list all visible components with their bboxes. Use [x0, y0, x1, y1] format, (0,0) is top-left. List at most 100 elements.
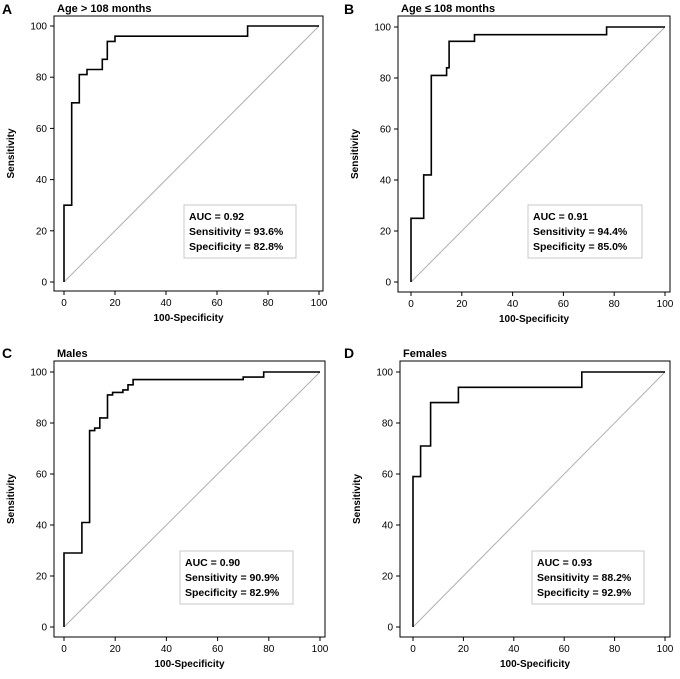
panel-letter: A: [2, 1, 12, 17]
specificity-value: Specificity = 92.9%: [537, 587, 632, 599]
roc-curve: [63, 371, 320, 627]
y-tick-label: 60: [36, 124, 48, 135]
plot-frame: [397, 15, 671, 293]
x-tick-label: 40: [161, 644, 173, 655]
y-tick-label: 40: [36, 521, 48, 532]
y-tick-label: 60: [380, 125, 392, 136]
roc-curve: [412, 371, 665, 627]
y-tick-label: 80: [36, 419, 48, 430]
stats-box: AUC = 0.91 Sensitivity = 94.4% Specificity…: [527, 204, 643, 259]
stats-box: AUC = 0.93 Sensitivity = 88.2% Specificity…: [531, 550, 645, 605]
x-tick-label: 20: [109, 298, 121, 309]
x-axis-label: 100-Specificity: [154, 659, 224, 670]
x-tick-label: 80: [609, 299, 621, 310]
y-tick-label: 0: [385, 278, 391, 289]
plot-frame: [53, 15, 324, 292]
sensitivity-value: Sensitivity = 88.2%: [537, 572, 632, 584]
y-tick-label: 40: [380, 176, 392, 187]
specificity-value: Specificity = 85.0%: [533, 241, 628, 253]
y-tick-label: 80: [382, 419, 394, 430]
x-tick-label: 60: [559, 644, 571, 655]
x-tick-label: 20: [110, 644, 122, 655]
x-tick-label: 80: [263, 644, 275, 655]
plot-frame: [53, 360, 326, 638]
roc-curve: [410, 26, 665, 282]
y-tick-label: 60: [36, 470, 48, 481]
x-axis-label: 100-Specificity: [153, 313, 223, 324]
stats-box-frame: [179, 550, 294, 605]
auc-value: AUC = 0.91: [533, 211, 588, 223]
x-tick-label: 40: [508, 644, 520, 655]
x-tick-label: 80: [262, 298, 274, 309]
specificity-value: Specificity = 82.9%: [185, 587, 280, 599]
sensitivity-value: Sensitivity = 94.4%: [533, 226, 628, 238]
stats-box-frame: [527, 204, 643, 259]
x-tick-label: 100: [657, 644, 674, 655]
roc-curve: [63, 25, 319, 282]
reference-diagonal: [412, 371, 666, 628]
auc-value: AUC = 0.92: [189, 211, 244, 223]
x-tick-label: 80: [609, 644, 621, 655]
panel-letter: C: [2, 345, 12, 361]
panel-title: Females: [403, 348, 447, 360]
x-tick-label: 100: [312, 644, 329, 655]
y-tick-label: 0: [41, 278, 47, 289]
stats-box-frame: [183, 204, 297, 259]
y-tick-label: 40: [36, 175, 48, 186]
y-axis-label: Sensitivity: [6, 474, 17, 524]
reference-diagonal: [63, 371, 321, 628]
roc-panel-d: D Females 0 0 20 20 40 40 60 60 80 80 100 100 100-Spec…: [344, 345, 674, 670]
x-tick-label: 60: [558, 299, 570, 310]
x-tick-label: 0: [61, 298, 67, 309]
plot-frame: [399, 360, 671, 638]
panel-title: Males: [57, 348, 88, 360]
x-tick-label: 0: [61, 644, 67, 655]
panel-title: Age ≤ 108 months: [401, 3, 495, 15]
panel-letter: D: [344, 345, 354, 361]
x-tick-label: 100: [657, 299, 674, 310]
y-axis-label: Sensitivity: [6, 128, 17, 178]
x-tick-label: 60: [212, 644, 224, 655]
roc-panel-c: C Males 0 0 20 20 40 40 60 60 80 80 100 100 100-Specif…: [2, 345, 329, 670]
panel-letter: B: [344, 1, 354, 17]
y-tick-label: 80: [36, 73, 48, 84]
x-axis-label: 100-Specificity: [500, 659, 570, 670]
specificity-value: Specificity = 82.8%: [189, 241, 284, 253]
x-tick-label: 20: [458, 644, 470, 655]
roc-panel-a: A Age > 108 months 0 0 20 20 40 40 60 60 80 80 100 10…: [2, 1, 328, 324]
y-tick-label: 60: [382, 470, 394, 481]
sensitivity-value: Sensitivity = 93.6%: [189, 226, 284, 238]
stats-box-frame: [531, 550, 645, 605]
x-tick-label: 0: [410, 644, 416, 655]
panel-title: Age > 108 months: [57, 3, 151, 15]
y-tick-label: 20: [382, 572, 394, 583]
auc-value: AUC = 0.93: [537, 557, 592, 569]
y-tick-label: 100: [30, 368, 47, 379]
y-tick-label: 0: [387, 623, 393, 634]
y-tick-label: 20: [36, 572, 48, 583]
y-axis-label: Sensitivity: [352, 474, 363, 524]
x-tick-label: 40: [507, 299, 519, 310]
y-tick-label: 20: [36, 226, 48, 237]
x-tick-label: 20: [456, 299, 468, 310]
x-tick-label: 60: [211, 298, 223, 309]
y-tick-label: 100: [374, 23, 391, 34]
sensitivity-value: Sensitivity = 90.9%: [185, 572, 280, 584]
y-tick-label: 20: [380, 227, 392, 238]
x-tick-label: 40: [160, 298, 172, 309]
y-tick-label: 0: [41, 623, 47, 634]
roc-panel-b: B Age ≤ 108 months 0 0 20 20 40 40 60 60 80 80 100 10…: [344, 1, 674, 325]
x-tick-label: 100: [311, 298, 328, 309]
reference-diagonal: [63, 25, 320, 283]
x-tick-label: 0: [408, 299, 414, 310]
x-axis-label: 100-Specificity: [499, 314, 569, 325]
stats-box: AUC = 0.90 Sensitivity = 90.9% Specificity…: [179, 550, 294, 605]
y-axis-label: Sensitivity: [350, 129, 361, 179]
stats-box: AUC = 0.92 Sensitivity = 93.6% Specificity…: [183, 204, 297, 259]
y-tick-label: 100: [30, 22, 47, 33]
reference-diagonal: [410, 26, 666, 283]
y-tick-label: 80: [380, 74, 392, 85]
y-tick-label: 40: [382, 521, 394, 532]
auc-value: AUC = 0.90: [185, 557, 240, 569]
